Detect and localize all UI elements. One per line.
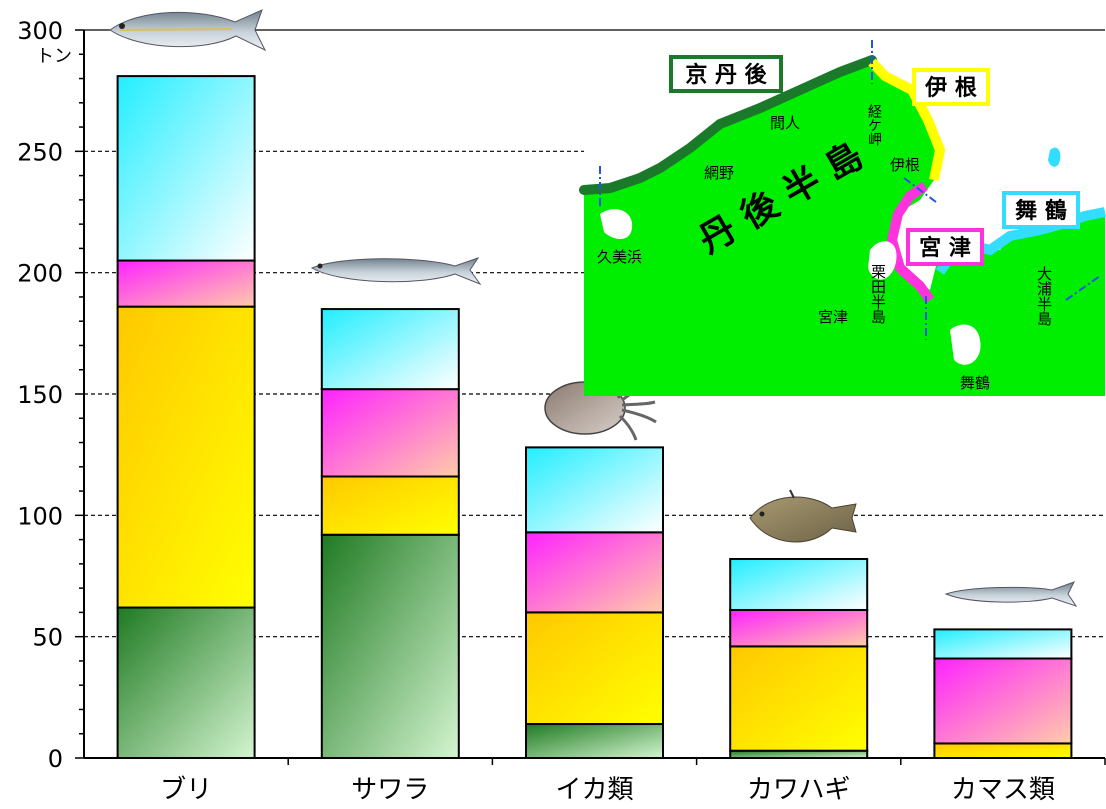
y-tick-label: 0 <box>48 745 63 773</box>
place-miyazu: 宮津 <box>818 308 848 326</box>
place-kurita-peninsula: 栗田半島 <box>869 264 887 324</box>
bar-segment <box>525 531 664 614</box>
bar-segment <box>116 75 256 262</box>
bar-segment <box>933 657 1073 745</box>
kamasu-fish-illustration <box>944 581 1078 607</box>
x-tick-label: イカ類 <box>555 775 633 805</box>
kurita-bay <box>868 241 897 280</box>
bar-segment <box>116 259 256 308</box>
kanmurijima-island <box>1048 147 1061 167</box>
x-tick-label: カワハギ <box>747 775 851 805</box>
kyotango-coast <box>579 55 877 195</box>
kyotango-label-box <box>669 55 783 93</box>
y-tick-label: 150 <box>17 381 63 409</box>
miyazu-label: 宮 津 <box>919 235 971 261</box>
y-tick-label: 300 <box>17 17 63 45</box>
maizuru-label-box <box>1002 191 1080 229</box>
bar-segment <box>525 446 664 534</box>
place-ourahanto: 大浦半島 <box>1035 266 1053 326</box>
bar-segment <box>729 645 869 752</box>
map-land <box>584 62 1105 396</box>
x-tick-label: サワラ <box>351 775 429 805</box>
place-kumihama: 久美浜 <box>597 248 642 266</box>
y-tick-label: 50 <box>32 624 63 652</box>
border-line <box>1065 275 1101 301</box>
bars <box>116 75 1073 760</box>
maizuru-bay <box>950 324 981 365</box>
bar-segment <box>320 388 460 478</box>
bar-segment <box>525 723 664 760</box>
place-taiza: 間人 <box>770 114 800 132</box>
y-tick-label: 250 <box>17 138 63 166</box>
place-maizuru: 舞鶴 <box>960 374 990 392</box>
bar-segment <box>116 305 256 609</box>
ine-label-box <box>912 68 990 106</box>
bar-segment <box>320 533 460 759</box>
x-tick-label: ブリ <box>160 775 212 805</box>
place-ine: 伊根 <box>890 156 920 174</box>
place-amino: 網野 <box>704 164 734 182</box>
maizuru-label: 舞 鶴 <box>1015 198 1067 224</box>
y-tick-label: 100 <box>17 502 63 530</box>
bar-segment <box>729 608 869 648</box>
bar-segment <box>729 558 869 611</box>
bar-segment <box>933 628 1073 660</box>
y-tick-label: 200 <box>17 260 63 288</box>
border-line <box>903 177 937 203</box>
bar-segment <box>729 749 869 759</box>
bar-segment <box>320 475 460 536</box>
sawara-fish-illustration <box>310 257 482 286</box>
tango-peninsula-map: 京 丹 後 伊 根 宮 津 舞 鶴 丹 後 半 島 経ケ岬 間人 網野 伊根 久… <box>579 40 1106 396</box>
miyazu-coast <box>886 181 935 303</box>
bar-segment <box>933 742 1073 760</box>
kumihama-bay <box>600 209 633 239</box>
miyazu-label-box <box>906 228 984 266</box>
x-tick-label: カマス類 <box>951 775 1055 805</box>
kyotango-label: 京 丹 後 <box>685 62 767 88</box>
kawahagi-fish-illustration <box>749 489 857 543</box>
bar-segment <box>116 606 256 760</box>
place-kyogamisaki: 経ケ岬 <box>866 104 882 146</box>
ine-label: 伊 根 <box>924 75 977 101</box>
bar-segment <box>525 611 664 726</box>
buri-fish-illustration <box>109 9 267 52</box>
bar-segment <box>320 308 460 391</box>
y-axis-unit: トン <box>36 46 72 67</box>
